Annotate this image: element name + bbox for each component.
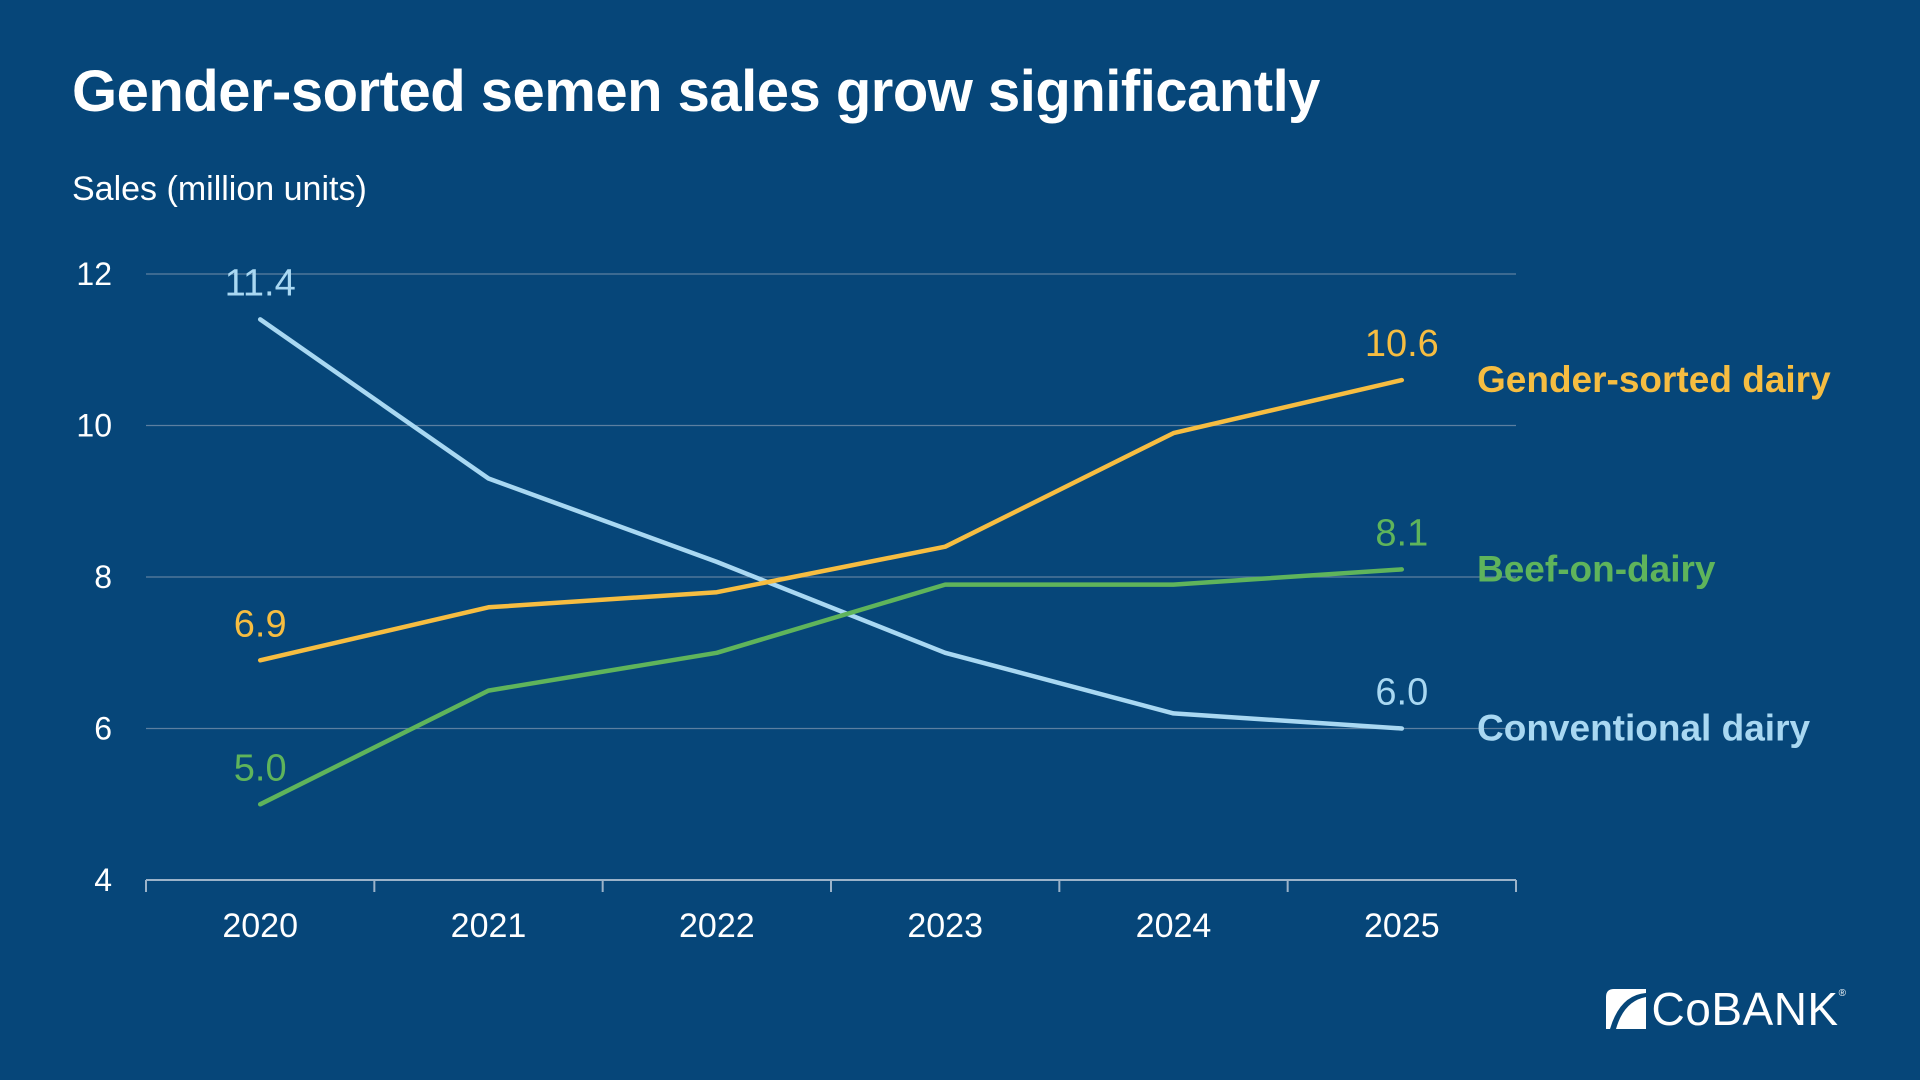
data-label-start-gender-sorted-dairy: 6.9 [234, 603, 287, 645]
x-tick-label: 2022 [679, 907, 755, 945]
data-label-end-gender-sorted-dairy: 10.6 [1365, 323, 1439, 365]
x-tick-label: 2021 [451, 907, 527, 945]
series-name-label-conventional-dairy: Conventional dairy [1477, 708, 1810, 749]
data-label-end-conventional-dairy: 6.0 [1375, 672, 1428, 714]
y-tick-label: 4 [94, 862, 112, 898]
data-label-start-conventional-dairy: 11.4 [225, 262, 296, 304]
y-tick-label: 10 [76, 408, 112, 444]
x-tick-label: 2023 [907, 907, 983, 945]
y-tick-label: 8 [94, 559, 112, 595]
cobank-logo-icon [1605, 989, 1646, 1029]
x-tick-label: 2020 [222, 907, 298, 945]
series-line-conventional-dairy [257, 317, 1405, 731]
series-name-label-beef-on-dairy: Beef-on-dairy [1477, 548, 1716, 589]
series-line-beef-on-dairy [257, 567, 1405, 807]
brand-name: CoBANK [1651, 983, 1839, 1035]
y-axis-label: Sales (million units) [72, 170, 367, 208]
y-tick-label: 12 [76, 256, 112, 292]
series-name-label-gender-sorted-dairy: Gender-sorted dairy [1477, 359, 1831, 400]
x-tick-label: 2024 [1136, 907, 1212, 945]
brand: CoBANK ® [1605, 983, 1846, 1035]
series-line-gender-sorted-dairy [257, 377, 1405, 663]
data-label-end-beef-on-dairy: 8.1 [1375, 512, 1428, 554]
data-label-start-beef-on-dairy: 5.0 [234, 747, 287, 789]
x-tick-label: 2025 [1364, 907, 1440, 945]
y-tick-label: 6 [94, 711, 112, 747]
brand-registered-mark: ® [1838, 988, 1846, 999]
chart-title: Gender-sorted semen sales grow significa… [72, 59, 1320, 124]
